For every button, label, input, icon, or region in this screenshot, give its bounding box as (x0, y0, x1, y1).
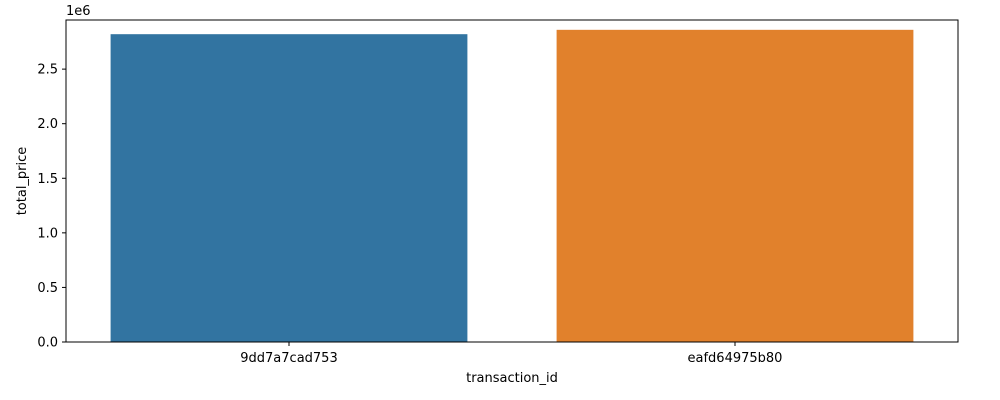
x-tick-label: eafd64975b80 (688, 351, 783, 366)
y-tick-label: 0.5 (37, 281, 58, 296)
y-axis-offset-label: 1e6 (66, 4, 91, 19)
bars-group (110, 29, 914, 343)
y-axis-ticks: 0.0 0.5 1.0 1.5 2.0 2.5 (37, 63, 66, 351)
y-axis-label: total_price (15, 147, 30, 216)
x-tick-label: 9dd7a7cad753 (240, 351, 337, 366)
y-tick-label: 2.5 (37, 63, 58, 78)
y-tick-label: 1.0 (37, 226, 58, 241)
x-axis-label: transaction_id (466, 371, 558, 386)
x-axis-ticks: 9dd7a7cad753 eafd64975b80 (240, 342, 782, 366)
y-tick-label: 2.0 (37, 117, 58, 132)
bar-9dd7a7cad753 (110, 34, 468, 343)
y-tick-label: 1.5 (37, 172, 58, 187)
plot-frame (65, 19, 959, 343)
y-tick-label: 0.0 (37, 336, 58, 351)
bar-eafd64975b80 (556, 29, 914, 342)
